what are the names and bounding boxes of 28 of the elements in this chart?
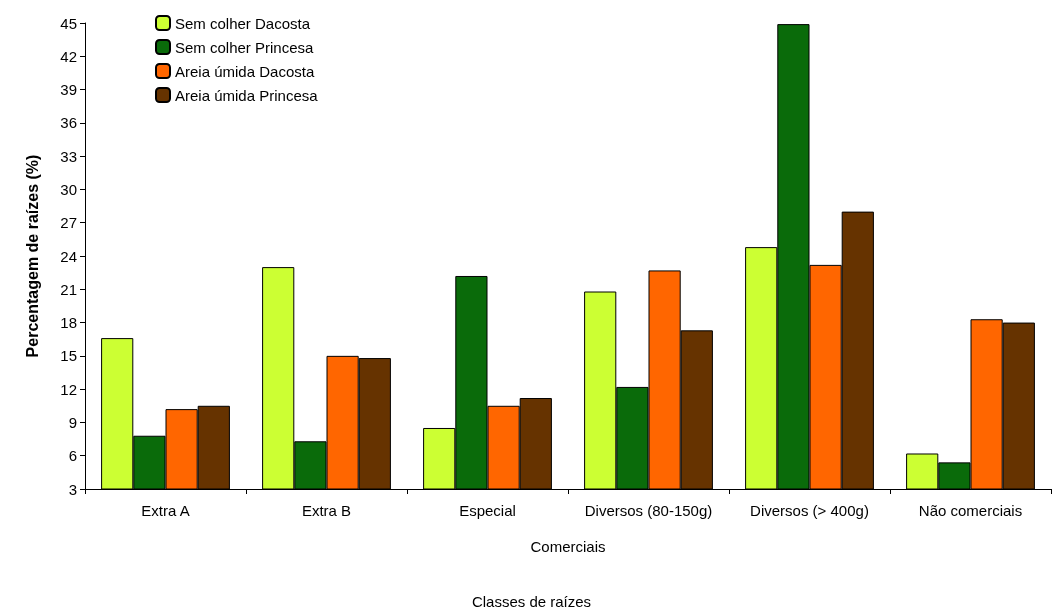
x-tick-label: Especial — [459, 502, 516, 519]
y-tick-label: 12 — [60, 380, 77, 398]
y-tick-label: 30 — [60, 180, 77, 198]
y-tick-label: 27 — [60, 214, 77, 232]
legend-label: Areia úmida Dacosta — [175, 62, 315, 80]
y-tick-label: 21 — [60, 280, 77, 298]
legend-label: Areia úmida Princesa — [175, 86, 319, 104]
text: Classes de raízes — [471, 593, 592, 610]
y-tick-label: 18 — [60, 314, 77, 332]
y-tick-label: 45 — [60, 14, 77, 32]
y-tick-label: 9 — [68, 413, 77, 431]
y-tick-label: 15 — [60, 347, 77, 365]
y-tick-label: 39 — [60, 81, 77, 99]
x-tick-label: Extra B — [301, 502, 352, 519]
legend-label: Sem colher Princesa — [175, 38, 315, 56]
x-tick-label: Diversos (> 400g) — [750, 502, 869, 519]
y-axis-title: Percentagem de raízes (%) — [23, 154, 41, 358]
y-tick-label: 42 — [60, 47, 77, 65]
y-tick-label: 33 — [60, 147, 77, 165]
x-axis-title: Comerciais — [530, 538, 606, 555]
legend-label: Sem colher Dacosta — [175, 14, 311, 32]
x-tick-label: Extra A — [141, 502, 190, 519]
y-tick-label: 24 — [60, 247, 77, 265]
x-tick-label: Não comerciais — [918, 502, 1023, 519]
x-tick-label: Diversos (80-150g) — [584, 502, 713, 519]
y-tick-label: 36 — [60, 114, 77, 132]
y-tick-label: 6 — [68, 447, 77, 465]
y-tick-label: 3 — [68, 480, 77, 498]
